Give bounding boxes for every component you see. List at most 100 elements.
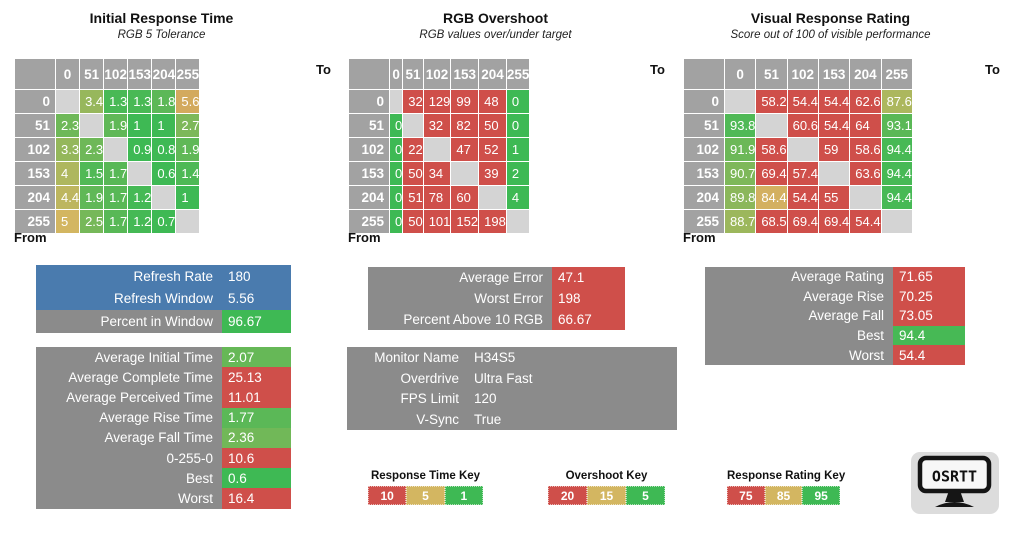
heatmap-cell: [880, 209, 913, 234]
heatmap-cell: 1: [175, 185, 201, 210]
heatmap-cell: 0: [505, 89, 531, 114]
stat-value: 2.07: [222, 347, 291, 368]
heatmap-row: 102 3.3 2.3 0.9 0.8 1.9: [14, 137, 201, 162]
stat-value: 11.01: [222, 387, 291, 408]
stat-value: 10.6: [222, 447, 291, 469]
heatmap-cell: 0.7: [151, 209, 177, 234]
stat-row: Worst 16.4: [36, 488, 291, 509]
heatmap-cell: [849, 185, 882, 210]
col-header: 255: [505, 58, 531, 90]
stat-label: V-Sync: [416, 412, 459, 428]
stat-row: V-Sync True: [347, 409, 677, 430]
stat-label: Average Fall Time: [104, 430, 213, 446]
heatmap-cell: 94.4: [880, 137, 913, 162]
heatmap-cell: 69.4: [817, 209, 851, 234]
heatmap-cell: [505, 209, 531, 234]
row-header: 204: [14, 185, 56, 210]
stat-label: FPS Limit: [400, 391, 459, 407]
heatmap-cell: [450, 161, 480, 186]
row-header: 102: [14, 137, 56, 162]
stat-label: Worst: [848, 347, 884, 363]
stat-value: 25.13: [222, 367, 291, 388]
heatmap-row: 0 3.4 1.3 1.3 1.8 5.6: [14, 89, 201, 114]
col-header: 0: [723, 58, 757, 90]
heatmap-cell: 60.6: [786, 113, 819, 138]
heatmap-cell: 1.7: [103, 161, 129, 186]
heatmap-cell: [388, 89, 404, 114]
axis-to-label: To: [650, 62, 665, 77]
heatmap-row: 153 90.7 69.4 57.4 63.6 94.4: [683, 161, 913, 186]
key-cell: 95: [802, 486, 841, 505]
stat-row: Percent Above 10 RGB 66.67: [368, 309, 625, 330]
heatmap-cell: 93.1: [880, 113, 913, 138]
heatmap-cell: 54.4: [786, 89, 819, 114]
key-title: Overshoot Key: [565, 470, 648, 482]
heatmap-row: 0 58.2 54.4 54.4 62.6 87.6: [683, 89, 913, 114]
heatmap-cell: 84.4: [755, 185, 788, 210]
heatmap-row: 204 0 51 78 60 4: [348, 185, 531, 210]
heatmap-cell: 90.7: [723, 161, 757, 186]
heatmap-cell: 51: [402, 185, 424, 210]
stat-row: Average Initial Time 2.07: [36, 347, 291, 368]
heatmap-row: 51 0 32 82 50 0: [348, 113, 531, 138]
stat-label: Refresh Rate: [133, 268, 213, 284]
key-cell: 20: [548, 486, 587, 505]
stat-value: 70.25: [893, 286, 965, 307]
key-cell: 85: [764, 486, 803, 505]
heatmap-cell: 78: [422, 185, 452, 210]
heatmap-cell: 58.6: [755, 137, 788, 162]
heatmap-cell: [422, 137, 452, 162]
key-title: Response Time Key: [370, 470, 481, 482]
monitor-info-box: Monitor Name H34S5 Overdrive Ultra Fast FPS …: [347, 347, 677, 431]
response-time-key: Response Time Key 10 5 1: [368, 470, 483, 505]
col-header: 0: [388, 58, 404, 90]
heatmap-row: 204 89.8 84.4 54.4 55 94.4: [683, 185, 913, 210]
stat-value: 198: [552, 288, 625, 309]
header-row: 0 51 102 153 204 255: [683, 58, 913, 90]
stat-label: Worst: [177, 490, 213, 506]
osrtt-logo: OSRTT: [911, 452, 999, 514]
col-header: 153: [450, 58, 480, 90]
stat-value: H34S5: [474, 349, 516, 365]
col-header: 51: [79, 58, 105, 90]
col-header: 0: [54, 58, 81, 90]
heatmap-cell: 0: [388, 161, 404, 186]
axis-from-label: From: [14, 230, 47, 245]
heatmap-cell: 1.7: [103, 209, 129, 234]
stat-row: Best 94.4: [705, 325, 965, 346]
stat-value: 180: [228, 268, 251, 284]
stat-value: 120: [474, 391, 497, 407]
stat-row: Average Rise Time 1.77: [36, 407, 291, 428]
heatmap-cell: 0.6: [151, 161, 177, 186]
stat-value: 16.4: [222, 488, 291, 509]
col-header: 153: [127, 58, 153, 90]
heatmap-cell: 68.5: [755, 209, 788, 234]
stat-row: Overdrive Ultra Fast: [347, 368, 677, 389]
rating-stats-box: Average Rating 71.65 Average Rise 70.25 Aver…: [705, 267, 965, 365]
stat-label: Worst Error: [474, 291, 543, 306]
stat-label: Average Rise: [803, 288, 884, 304]
stat-row: Refresh Rate 180: [36, 265, 291, 288]
stat-value: 71.65: [893, 267, 965, 287]
stat-row: Percent in Window 96.67: [36, 310, 291, 333]
stat-row: 0-255-0 10.6: [36, 447, 291, 469]
stat-row: Monitor Name H34S5: [347, 347, 677, 368]
key-cell: 5: [406, 486, 445, 505]
heatmap-cell: 4.4: [54, 185, 81, 210]
heatmap-cell: [817, 161, 851, 186]
stat-value: 0.6: [222, 468, 291, 489]
heatmap-cell: 69.4: [786, 209, 819, 234]
heatmap-cell: 57.4: [786, 161, 819, 186]
stat-label: Best: [185, 470, 213, 486]
heatmap-cell: 52: [478, 137, 507, 162]
stat-value: 94.4: [893, 325, 965, 346]
heatmap-cell: 0.9: [127, 137, 153, 162]
corner-cell: [348, 58, 390, 90]
row-header: 51: [348, 113, 390, 138]
axis-from-label: From: [683, 230, 716, 245]
key-cell: 1: [444, 486, 483, 505]
heatmap-cell: 1: [127, 113, 153, 138]
heatmap-cell: 1: [151, 113, 177, 138]
